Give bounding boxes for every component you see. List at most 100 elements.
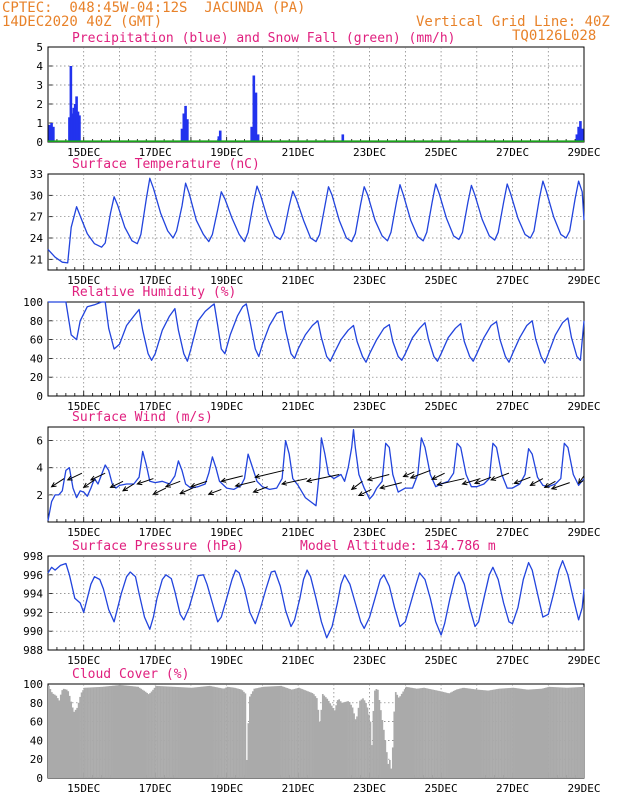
wind-arrow-head	[461, 480, 468, 486]
cloud-bar	[414, 688, 416, 778]
cloud-bar	[472, 689, 475, 778]
humidity-panel	[47, 301, 585, 397]
precip-bar	[73, 104, 77, 142]
cloud-bar	[143, 690, 145, 778]
cloud-bar	[324, 697, 327, 778]
wind-arrow-head	[252, 488, 259, 494]
cloud-bar	[162, 686, 165, 778]
y-tick-label: 80	[30, 315, 43, 328]
wind-arrow-head	[305, 477, 313, 483]
x-tick-label: 21DEC	[282, 526, 315, 539]
cloud-bar	[180, 687, 183, 778]
x-tick-label: 17DEC	[139, 526, 172, 539]
cloud-bar	[396, 694, 399, 778]
cloud-bar	[232, 687, 235, 778]
plot-frame	[47, 46, 585, 143]
cloud-bar	[578, 687, 580, 778]
cloud-bar	[552, 687, 555, 778]
cloud-bar	[217, 687, 220, 778]
cloud-bar	[177, 687, 180, 778]
cloud-bar	[257, 687, 260, 778]
model-code: TQ0126L028	[512, 28, 597, 44]
wind-arrow-head	[122, 486, 129, 492]
cloud-bar	[433, 689, 436, 778]
cloud-bar	[329, 703, 332, 778]
cloud-bar	[482, 690, 485, 778]
cloud-bar	[503, 688, 506, 778]
cloud-bar	[195, 687, 198, 778]
cloud-bar	[179, 687, 181, 778]
cloud-bar	[126, 685, 129, 778]
cloud-bar	[415, 688, 418, 778]
y-tick-label: 3	[36, 79, 43, 92]
x-tick-label: 15DEC	[67, 654, 100, 667]
cloud-bar	[266, 686, 269, 778]
cloud-bar	[348, 702, 351, 778]
cloud-bar	[424, 688, 427, 778]
cloud-bar	[551, 686, 553, 778]
x-tick-label: 15DEC	[67, 146, 100, 159]
wind-arrow-head	[550, 484, 557, 490]
y-tick-label: 100	[23, 296, 43, 309]
cloud-bar	[333, 710, 336, 778]
cloud-bar	[548, 686, 550, 778]
cloud-bar	[222, 688, 224, 778]
cloud-bar	[249, 696, 251, 778]
cloud-bar	[356, 716, 358, 778]
x-tick-label: 23DEC	[353, 274, 386, 287]
cloud-title: Cloud Cover (%)	[72, 667, 189, 682]
cloud-bar	[165, 686, 168, 778]
y-tick-label: 20	[30, 371, 43, 384]
x-tick-label: 23DEC	[353, 654, 386, 667]
cloud-bar	[522, 689, 525, 778]
cloud-bar	[353, 713, 355, 778]
model-altitude: Model Altitude: 134.786 m	[300, 539, 496, 554]
cloud-bar	[525, 689, 528, 778]
cloud-bar	[441, 691, 443, 778]
x-tick-label: 19DEC	[210, 782, 243, 795]
cloud-bar	[467, 688, 470, 778]
precip-bar	[182, 113, 186, 142]
cloud-bar	[263, 686, 266, 778]
cloud-bar	[137, 686, 140, 778]
y-tick-label: 994	[23, 588, 43, 601]
cloud-bar	[226, 686, 229, 778]
cloud-bar	[316, 698, 318, 778]
precip-bar	[184, 105, 187, 142]
cloud-bar	[342, 702, 345, 778]
x-tick-label: 17DEC	[139, 146, 172, 159]
cloud-bar	[326, 698, 329, 778]
wind-arrow	[208, 488, 222, 495]
cloud-bar	[231, 687, 233, 778]
humidity-title: Relative Humidity (%)	[72, 285, 236, 300]
precip-bar	[50, 123, 53, 142]
cloud-bar	[435, 690, 437, 778]
cloud-bar	[271, 686, 274, 778]
cloud-bar	[345, 701, 348, 778]
cloud-bar	[104, 686, 107, 778]
wind-arrow	[90, 472, 106, 481]
precip-bar	[70, 113, 74, 142]
cloud-bar	[65, 689, 68, 778]
cloud-bar	[149, 693, 151, 778]
wind-arrow-head	[136, 480, 143, 486]
cloud-bar	[369, 721, 372, 778]
cloud-bar	[393, 711, 396, 778]
cloud-bar	[80, 692, 83, 778]
cloud-bar	[234, 687, 236, 778]
plot-frame	[47, 173, 585, 271]
x-tick-label: 29DEC	[567, 400, 600, 413]
cloud-bar	[318, 721, 321, 778]
cloud-bar	[259, 687, 262, 778]
cloud-bar	[262, 686, 265, 778]
cloud-bar	[67, 691, 70, 778]
cloud-bar	[579, 687, 582, 778]
wind-arrow-head	[409, 473, 416, 479]
cloud-bar	[68, 695, 71, 778]
cloud-bar	[251, 691, 254, 778]
cloud-bar	[442, 691, 445, 778]
cloud-bar	[101, 686, 104, 778]
pressure-line	[47, 560, 585, 639]
precip-bar	[68, 117, 71, 142]
